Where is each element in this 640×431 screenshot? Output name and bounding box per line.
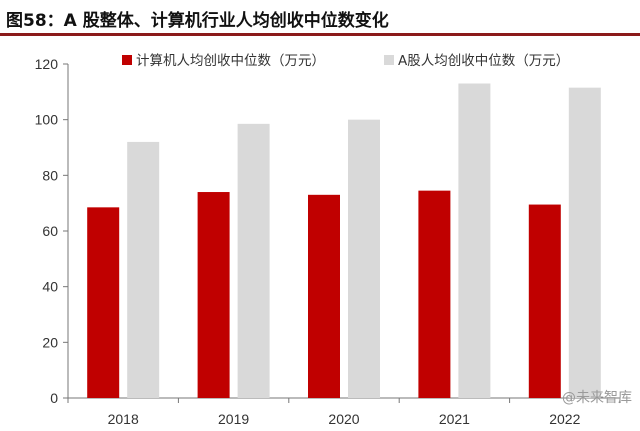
bars (87, 83, 601, 399)
bar-ashare-2021 (458, 83, 491, 398)
y-tick-label: 0 (50, 390, 58, 406)
x-tick-label: 2022 (549, 411, 580, 427)
x-tick-label: 2021 (439, 411, 470, 427)
bar-computer-2022 (528, 204, 561, 398)
bar-ashare-2022 (568, 87, 601, 399)
chart-title: 图58：A 股整体、计算机行业人均创收中位数变化 (6, 11, 389, 31)
y-tick-label: 120 (35, 56, 59, 72)
x-tick-label: 2018 (108, 411, 139, 427)
legend-label: A股人均创收中位数（万元） (398, 53, 569, 69)
legend-swatch (384, 55, 394, 65)
watermark: @未来智库 (562, 390, 632, 406)
y-tick-label: 100 (35, 112, 59, 128)
legend-swatch (122, 55, 132, 65)
bar-computer-2018 (87, 207, 120, 398)
legend: 计算机人均创收中位数（万元） A股人均创收中位数（万元） (122, 53, 569, 69)
y-tick-label: 20 (42, 334, 58, 350)
y-tick-label: 80 (42, 167, 58, 183)
x-tick-label: 2019 (218, 411, 249, 427)
legend-label: 计算机人均创收中位数（万元） (136, 53, 325, 69)
x-axis: 2018 2019 2020 2021 2022 (67, 397, 621, 427)
x-tick-label: 2020 (328, 411, 359, 427)
y-tick-label: 40 (42, 279, 58, 295)
y-axis: 0 20 40 60 80 100 120 (35, 56, 69, 406)
title-bar: 图58：A 股整体、计算机行业人均创收中位数变化 (0, 0, 640, 36)
bar-chart: 0 20 40 60 80 100 120 2018 2019 2020 2021 2022 计算机… (35, 53, 621, 427)
bar-computer-2020 (308, 194, 340, 398)
bar-ashare-2020 (348, 119, 380, 399)
y-tick-label: 60 (42, 223, 58, 239)
bar-ashare-2018 (127, 141, 160, 398)
bar-computer-2021 (418, 190, 451, 398)
bar-computer-2019 (197, 192, 230, 398)
bar-ashare-2019 (237, 123, 270, 398)
